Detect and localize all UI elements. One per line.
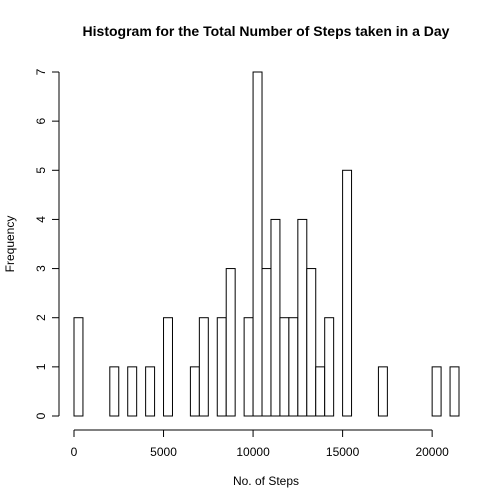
x-axis-label: No. of Steps (233, 474, 299, 488)
x-tick-label: 5000 (150, 445, 177, 459)
histogram-bar (315, 366, 326, 417)
histogram-bar (431, 366, 442, 417)
histogram-bar (377, 366, 388, 417)
y-axis: 0 1 2 3 4 5 6 7 (34, 68, 60, 419)
bars-group (73, 71, 460, 417)
histogram-bar (127, 366, 138, 417)
histogram-bar (225, 268, 236, 417)
y-tick-label: 6 (34, 117, 48, 124)
x-tick-label: 15000 (326, 445, 360, 459)
histogram-bar (198, 317, 209, 417)
histogram-bar (189, 366, 200, 417)
histogram-bar (449, 366, 460, 417)
y-tick-label: 0 (34, 412, 48, 419)
y-tick-label: 3 (34, 265, 48, 272)
histogram-bar (145, 366, 156, 417)
y-tick-label: 2 (34, 314, 48, 321)
histogram-bar (306, 268, 317, 417)
histogram-bar (261, 268, 272, 417)
y-tick-label: 1 (34, 363, 48, 370)
chart-title: Histogram for the Total Number of Steps … (83, 23, 450, 39)
histogram-bar (279, 317, 290, 417)
y-axis-label: Frequency (3, 216, 17, 273)
x-axis: 0 5000 10000 15000 20000 (71, 429, 449, 459)
histogram-bar (297, 218, 308, 417)
x-tick-label: 20000 (415, 445, 449, 459)
histogram-bar (324, 317, 335, 417)
histogram-bar (73, 317, 84, 417)
histogram-bar (252, 71, 263, 417)
y-tick-label: 5 (34, 167, 48, 174)
histogram-bar (163, 317, 173, 417)
x-tick-label: 10000 (236, 445, 270, 459)
histogram-bar (243, 317, 254, 417)
x-tick-label: 0 (71, 445, 78, 459)
histogram-bar (270, 218, 281, 417)
y-tick-label: 4 (34, 216, 48, 223)
histogram-bar (216, 317, 227, 417)
histogram-bar (288, 317, 299, 417)
y-tick-label: 7 (34, 68, 48, 75)
histogram-bar (109, 366, 120, 417)
histogram-bar (342, 169, 353, 417)
